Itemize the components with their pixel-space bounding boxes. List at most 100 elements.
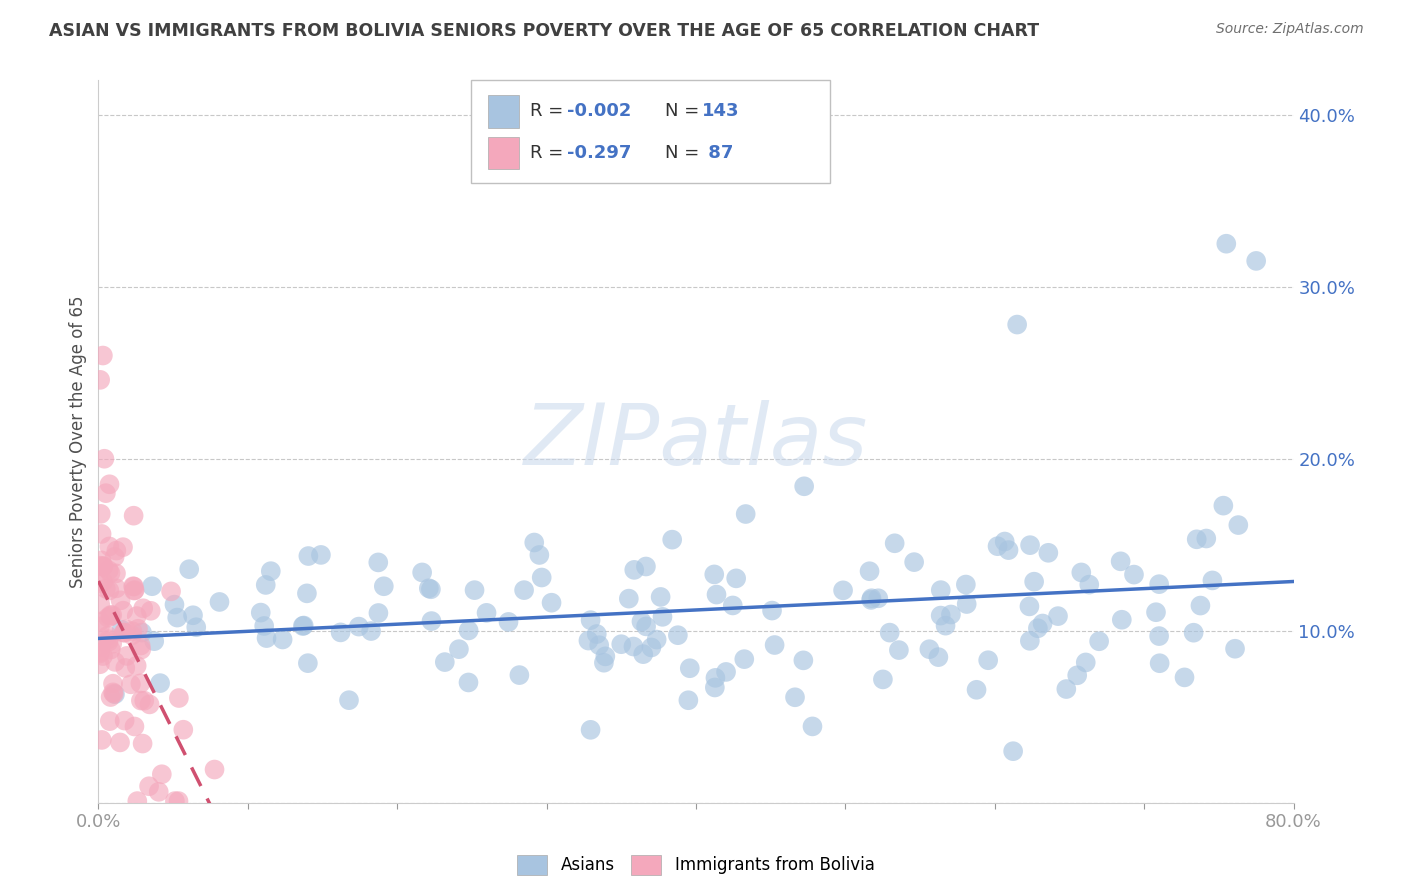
Point	[112, 540, 135, 554]
Point	[105, 543, 128, 558]
Point	[966, 682, 988, 697]
Point	[955, 577, 977, 591]
Point	[143, 634, 166, 648]
Text: R =: R =	[530, 103, 569, 120]
Point	[90, 733, 112, 747]
Point	[89, 645, 111, 659]
Point	[997, 543, 1019, 558]
Point	[679, 661, 702, 675]
Point	[138, 698, 160, 712]
Point	[110, 623, 132, 637]
Point	[124, 583, 146, 598]
Point	[1149, 657, 1171, 671]
Point	[733, 652, 755, 666]
Point	[373, 579, 395, 593]
Point	[651, 610, 673, 624]
Point	[329, 625, 352, 640]
Point	[98, 609, 121, 624]
Point	[523, 535, 546, 549]
Point	[260, 564, 283, 578]
Point	[918, 642, 941, 657]
Point	[129, 639, 152, 653]
Point	[832, 583, 855, 598]
Point	[956, 597, 979, 611]
Point	[464, 583, 486, 598]
Point	[181, 608, 204, 623]
Point	[115, 623, 138, 637]
Text: ASIAN VS IMMIGRANTS FROM BOLIVIA SENIORS POVERTY OVER THE AGE OF 65 CORRELATION : ASIAN VS IMMIGRANTS FROM BOLIVIA SENIORS…	[49, 22, 1039, 40]
Point	[631, 647, 654, 661]
Point	[1074, 656, 1097, 670]
Point	[134, 694, 156, 708]
Point	[97, 629, 120, 643]
Point	[150, 767, 173, 781]
Point	[122, 580, 145, 594]
Point	[97, 610, 120, 624]
Point	[636, 619, 658, 633]
Point	[127, 622, 149, 636]
Point	[186, 620, 208, 634]
Point	[530, 570, 553, 584]
Point	[104, 687, 127, 701]
Point	[887, 643, 910, 657]
Point	[122, 579, 145, 593]
Point	[112, 604, 135, 618]
Point	[89, 615, 111, 629]
Point	[792, 653, 814, 667]
Point	[110, 593, 132, 607]
Point	[297, 549, 319, 563]
Point	[883, 536, 905, 550]
Point	[100, 690, 122, 704]
Point	[630, 615, 652, 629]
Point	[91, 574, 114, 589]
Point	[89, 640, 111, 654]
Point	[457, 675, 479, 690]
Point	[1026, 621, 1049, 635]
Point	[104, 549, 127, 564]
Point	[129, 676, 152, 690]
Point	[585, 627, 607, 641]
Point	[97, 563, 120, 577]
Point	[160, 584, 183, 599]
Point	[1054, 681, 1077, 696]
Point	[1088, 634, 1111, 648]
Point	[132, 601, 155, 615]
Point	[1147, 577, 1170, 591]
Point	[129, 693, 152, 707]
Point	[89, 373, 111, 387]
Point	[540, 596, 562, 610]
Point	[721, 599, 744, 613]
Point	[1244, 253, 1267, 268]
Text: Source: ZipAtlas.com: Source: ZipAtlas.com	[1216, 22, 1364, 37]
Point	[89, 619, 111, 633]
Point	[167, 691, 190, 706]
Point	[1195, 532, 1218, 546]
Point	[90, 553, 112, 567]
Point	[640, 640, 662, 655]
Point	[1215, 236, 1237, 251]
Point	[447, 642, 470, 657]
Point	[927, 650, 949, 665]
Point	[593, 656, 616, 670]
Point	[138, 779, 160, 793]
Point	[309, 548, 332, 562]
Point	[97, 634, 120, 648]
Point	[367, 606, 389, 620]
Point	[623, 563, 645, 577]
Point	[868, 591, 890, 606]
Point	[297, 656, 319, 670]
Point	[204, 763, 226, 777]
Point	[433, 655, 456, 669]
Point	[124, 719, 146, 733]
Point	[91, 349, 114, 363]
Point	[579, 613, 602, 627]
Point	[295, 586, 318, 600]
Point	[793, 479, 815, 493]
Point	[1032, 616, 1054, 631]
Point	[420, 614, 443, 628]
Point	[253, 619, 276, 633]
Point	[734, 507, 756, 521]
Point	[100, 642, 122, 657]
Point	[112, 625, 135, 640]
Point	[1019, 538, 1042, 552]
